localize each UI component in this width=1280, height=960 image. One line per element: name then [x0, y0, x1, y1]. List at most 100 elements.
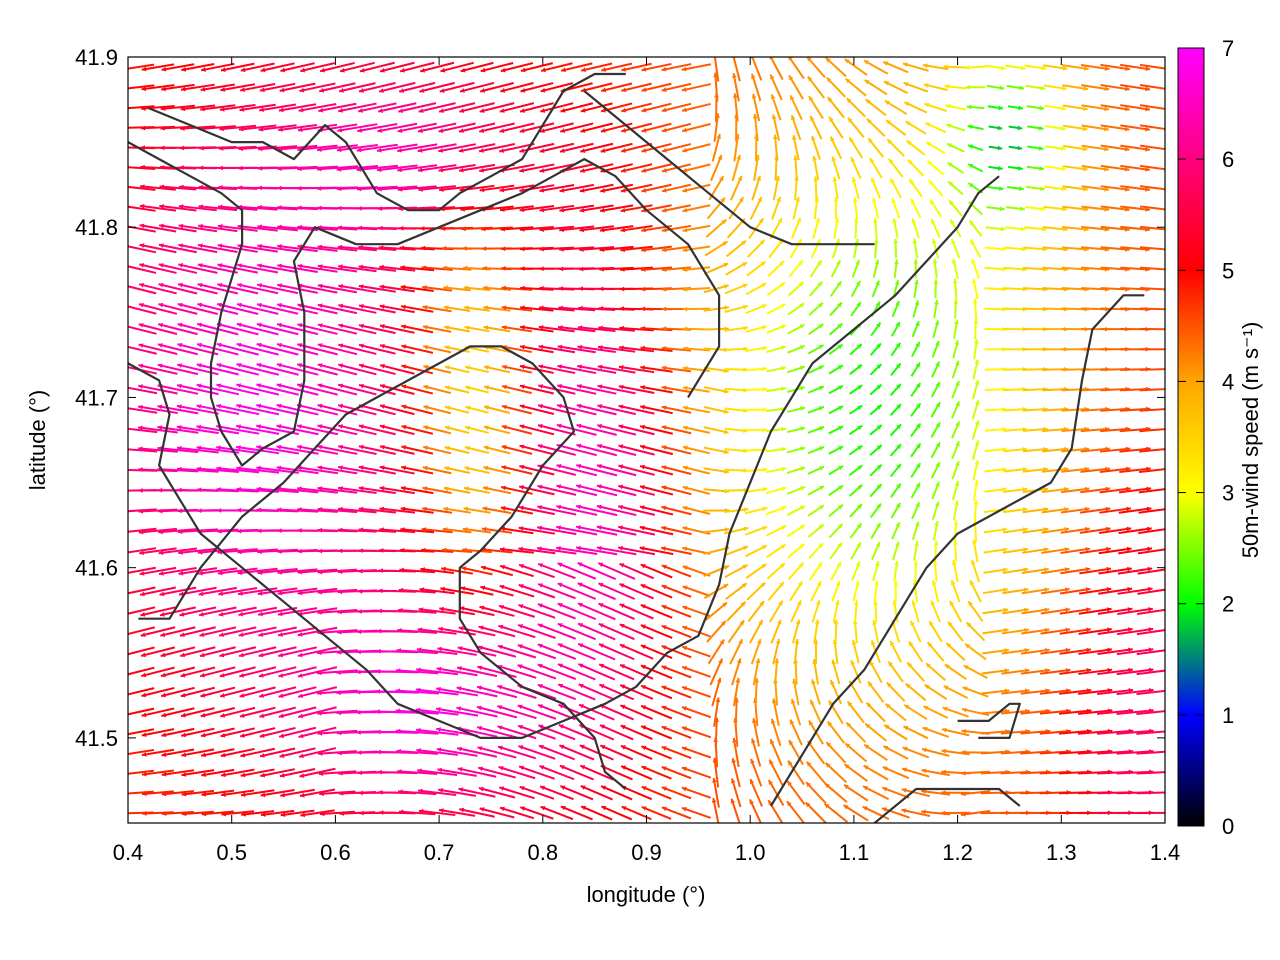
wind-vector	[848, 444, 863, 456]
wind-vector	[808, 281, 824, 297]
wind-vector	[480, 585, 514, 597]
wind-vector	[951, 400, 961, 419]
wind-vector	[460, 61, 494, 73]
wind-vector	[137, 404, 178, 415]
wind-vector	[600, 805, 633, 821]
wind-vector	[824, 762, 848, 784]
wind-vector	[598, 663, 635, 681]
wind-vector	[967, 600, 984, 623]
wind-vector	[1060, 567, 1091, 575]
wind-vector	[317, 383, 358, 396]
wind-vector	[438, 102, 476, 113]
wind-vector	[641, 62, 672, 72]
wind-vector	[869, 483, 883, 498]
wind-vector	[661, 224, 692, 233]
wind-vector	[641, 102, 672, 113]
wind-vector	[852, 238, 860, 259]
wind-vector	[1080, 63, 1110, 71]
wind-vector	[317, 264, 358, 273]
wind-vector	[682, 405, 710, 414]
wind-vector	[559, 764, 594, 781]
wind-vector	[221, 810, 255, 817]
wind-vector	[280, 809, 315, 818]
wind-vector	[463, 486, 491, 494]
wind-vector	[912, 238, 919, 259]
wind-vector	[219, 666, 256, 678]
wind-vector	[598, 643, 635, 661]
wind-vector	[537, 643, 577, 660]
wind-vector	[828, 322, 843, 336]
wind-vector	[219, 686, 256, 698]
wind-vector	[982, 648, 1009, 655]
wind-vector	[139, 203, 177, 212]
wind-vector	[200, 83, 235, 92]
wind-vector	[769, 57, 784, 81]
wind-vector	[826, 96, 845, 119]
wind-vector	[922, 63, 949, 71]
wind-vector	[786, 524, 806, 538]
x-tick-label: 0.5	[216, 840, 247, 865]
wind-vector	[1059, 647, 1092, 655]
wind-vector	[1137, 548, 1165, 555]
wind-vector	[828, 405, 844, 415]
wind-vector	[750, 73, 762, 102]
wind-vector	[458, 122, 496, 133]
wind-vector	[537, 484, 577, 496]
wind-vector	[397, 185, 437, 192]
wind-vector	[1021, 607, 1050, 615]
wind-vector	[1007, 185, 1024, 191]
wind-vector	[725, 239, 747, 258]
wind-vector	[277, 144, 318, 152]
wind-vector	[682, 306, 710, 312]
wind-vector	[237, 548, 279, 555]
wind-vector	[903, 81, 929, 93]
wind-vector	[596, 525, 637, 536]
wind-vector	[379, 343, 415, 355]
wind-vector	[180, 83, 215, 92]
wind-vector	[276, 342, 319, 356]
wind-vector	[379, 264, 416, 272]
wind-vector	[1007, 105, 1024, 111]
wind-vector	[423, 425, 452, 435]
wind-vector	[943, 64, 968, 70]
wind-vector	[437, 646, 477, 656]
y-tick-label: 41.7	[75, 385, 118, 410]
wind-vector	[160, 686, 195, 698]
wind-vector	[160, 646, 196, 658]
wind-vector	[1120, 63, 1151, 72]
wind-vector	[1008, 125, 1023, 131]
wind-vector	[459, 102, 495, 113]
wind-vector	[575, 545, 618, 556]
wind-vector	[639, 546, 674, 556]
wind-vector	[597, 364, 636, 374]
wind-vector	[987, 105, 1004, 111]
wind-vector	[787, 543, 805, 559]
wind-vector	[930, 441, 941, 459]
wind-vector	[770, 718, 782, 747]
wind-vector	[417, 627, 457, 635]
wind-vector	[1116, 667, 1154, 676]
wind-vector	[1027, 125, 1044, 131]
wind-vector	[278, 666, 317, 678]
wind-vector	[379, 324, 415, 334]
y-tick-label: 41.9	[75, 45, 118, 70]
wind-vector	[749, 778, 763, 807]
wind-vector	[1097, 607, 1133, 615]
wind-vector	[927, 179, 944, 197]
wind-vector	[417, 122, 457, 133]
wind-vector	[661, 645, 692, 659]
wind-vector	[158, 282, 198, 295]
wind-vector	[128, 205, 156, 212]
wind-vector	[1062, 165, 1088, 172]
wind-vector	[198, 204, 238, 212]
wind-vector	[843, 804, 869, 822]
wind-vector	[807, 364, 825, 374]
wind-vector	[889, 423, 902, 437]
wind-vector	[1100, 185, 1130, 192]
wind-vector	[1062, 104, 1088, 111]
wind-vector	[177, 302, 218, 315]
wind-vector	[180, 686, 216, 698]
wind-vector	[1021, 567, 1049, 575]
wind-vector	[575, 484, 618, 497]
wind-vector	[767, 260, 785, 277]
